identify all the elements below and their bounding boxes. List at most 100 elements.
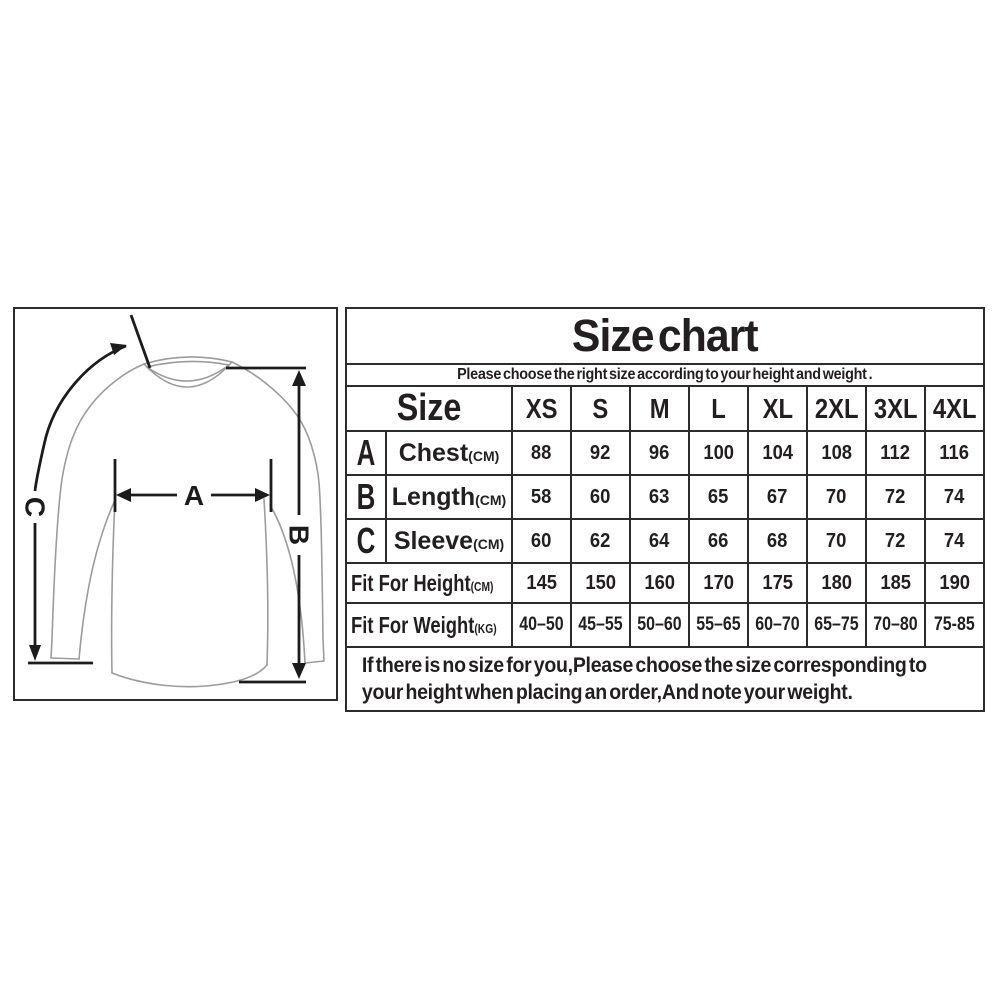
cell-value: 185 [880,571,911,594]
shirt-outline-drawing: A B C [20,314,325,688]
col-header-label: 3XL [873,392,918,424]
cell-value: 66 [708,529,729,552]
right-cuff [304,660,325,664]
cell-value: 72 [885,485,906,508]
row-unit: (CM) [475,491,507,508]
sleeve-row: C Sleeve(CM) 60 62 64 66 68 70 72 74 [345,518,986,564]
table-cell: 65 [688,474,749,520]
cell-value: 145 [526,571,557,594]
cell-value: 96 [649,441,670,464]
left-body-side [110,499,116,674]
arrowhead-length-up [292,370,306,386]
col-header-s: S [570,385,631,432]
cell-value: 74 [944,485,965,508]
cell-value: 70 [826,485,847,508]
subtitle-cell: Please choose the right size according t… [344,363,986,387]
cell-value: 100 [703,441,734,464]
cell-value: 160 [644,571,675,594]
title-row: Size chart [344,307,986,365]
sleeve-arc-c [33,344,127,492]
cell-value: 60 [531,529,552,552]
chest-row: A Chest(CM) 88 92 96 100 104 108 112 116 [345,430,986,476]
cell-value: 108 [821,441,852,464]
table-cell: 150 [570,562,631,604]
col-header-2xl: 2XL [806,385,867,432]
table-cell: 64 [629,518,690,564]
table-cell: 63 [629,474,690,520]
row-unit: (CM) [470,578,494,594]
cell-value: 68 [767,529,788,552]
label-cell: Sleeve(CM) [385,518,513,564]
cell-value: 60–70 [755,614,800,635]
row-label-text: Sleeve [393,526,474,555]
footer-note-line2: your height when placing an order,And no… [361,681,853,704]
col-header-label: L [711,392,726,424]
row-letter: C [356,520,376,561]
cell-value: 63 [649,485,670,508]
cell-value: 62 [590,529,611,552]
left-sleeve-outer [50,363,145,659]
fit-weight-row: Fit For Weight(KG) 40–50 45–55 50–60 55–… [345,602,986,648]
cell-value: 70–80 [873,614,918,635]
row-unit: (CM) [468,447,500,464]
letter-cell: B [345,474,387,520]
right-sleeve-outer [231,361,325,662]
row-label: Fit For Weight(KG) [351,612,497,639]
table-cell: 60 [570,474,631,520]
table-cell: 66 [688,518,749,564]
row-unit: (KG) [474,620,497,636]
row-label: Length(CM) [392,483,506,511]
collar-outer-bottom [143,361,233,388]
measure-letters: A B C [20,480,315,545]
cell-value: 116 [939,441,970,464]
table-cell: 175 [747,562,808,604]
col-header-3xl: 3XL [865,385,926,432]
table-cell: 145 [511,562,572,604]
table-cell: 75-85 [923,602,986,648]
cell-value: 72 [885,529,906,552]
col-header-xl: XL [747,385,808,432]
table-cell: 112 [865,430,926,476]
shirt-outline [50,356,325,688]
table-cell: 108 [806,430,867,476]
collar-pointer-line [129,314,152,369]
table-cell: 70 [806,518,867,564]
table-cell: 60 [511,518,572,564]
table-cell: 60–70 [747,602,808,648]
table-cell: 74 [923,474,986,520]
col-header-m: M [629,385,690,432]
table-cell: 55–65 [688,602,749,648]
measure-letter-c: C [20,497,51,517]
cell-value: 65 [708,485,729,508]
cell-value: 65–75 [814,614,859,635]
hem [111,664,268,688]
size-header-cell: Size [345,385,513,432]
left-sleeve-inner [78,499,116,660]
arrowheads [29,343,306,679]
cell-value: 64 [649,529,670,552]
table-cell: 50–60 [629,602,690,648]
right-body-side [263,498,269,666]
row-letter: A [356,432,376,473]
collar-inner-top [146,360,230,368]
size-table: Size chart Please choose the right size … [344,307,986,712]
letter-cell: A [345,430,387,476]
label-cell: Chest(CM) [385,430,513,476]
table-cell: 74 [923,518,986,564]
shirt-measurement-diagram: A B C [13,307,338,701]
col-header-xs: XS [511,385,572,432]
left-cuff [50,657,80,660]
table-cell: 62 [570,518,631,564]
cell-value: 92 [590,441,611,464]
table-cell: 72 [865,474,926,520]
cell-value: 45–55 [578,614,623,635]
table-cell: 70–80 [865,602,926,648]
table-cell: 96 [629,430,690,476]
header-row: Size XS S M L XL 2XL 3XL 4XL [345,385,986,432]
col-header-label: M [649,392,670,424]
fit-height-row: Fit For Height(CM) 145 150 160 170 175 1… [345,562,986,604]
arrowhead-chest-right [255,488,270,502]
cell-value: 67 [767,485,788,508]
col-header-label: 2XL [814,392,859,424]
table-cell: 40–50 [511,602,572,648]
